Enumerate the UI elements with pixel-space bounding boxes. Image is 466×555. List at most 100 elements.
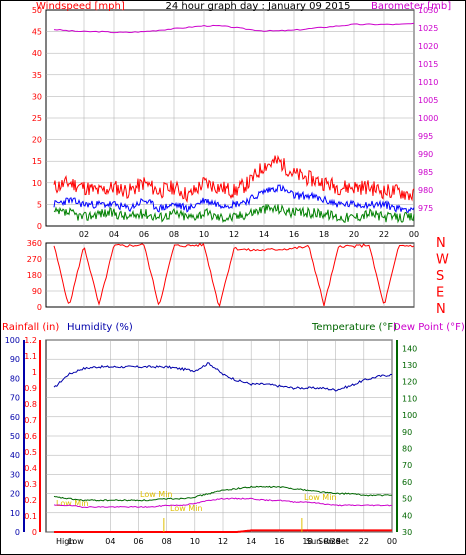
rain-tick-label: 0.8: [24, 400, 37, 409]
rain-tick-label: 0: [32, 528, 37, 537]
direction-tick-label: 360: [27, 239, 42, 248]
y-right-tick-label: 1015: [418, 60, 438, 69]
left-axis-label: Rainfall (in): [2, 322, 59, 333]
y-right-tick-label: 1020: [418, 42, 438, 51]
min-max-label: Low Min: [56, 499, 89, 508]
humidity-tick-label: 100: [5, 336, 20, 345]
right-axis-label: Dew Point (°F): [393, 322, 465, 333]
x-tick-label: 20: [331, 537, 341, 546]
y-left-tick-label: 15: [32, 157, 42, 166]
humidity-tick-label: 70: [10, 394, 20, 403]
y-right-tick-label: 1030: [418, 6, 438, 15]
series-line: [53, 203, 415, 224]
x-tick-label: 12: [229, 230, 239, 239]
min-max-label: Low Min: [170, 504, 203, 513]
y-right-tick-label: 975: [418, 204, 433, 213]
direction-tick-label: 90: [32, 287, 42, 296]
y-right-tick-label: 985: [418, 168, 433, 177]
min-max-label: Low Min: [304, 493, 337, 502]
humidity-tick-label: 10: [10, 509, 20, 518]
temperature-tick-label: 40: [402, 511, 412, 520]
humidity-tick-label: 0: [15, 528, 20, 537]
x-tick-label: 22: [359, 537, 369, 546]
left-axis-label: Windspeed [mph]: [36, 1, 125, 12]
direction-tick-label: 0: [37, 303, 42, 312]
chart-title: 24 hour graph day : January 09 2015: [166, 1, 351, 12]
y-right-tick-label: 990: [418, 150, 433, 159]
x-tick-label: 04: [109, 230, 119, 239]
y-left-tick-label: 5: [37, 200, 42, 209]
direction-tick-label: 270: [27, 255, 42, 264]
rain-tick-label: 0.4: [24, 464, 37, 473]
y-right-tick-label: 980: [418, 186, 433, 195]
y-left-tick-label: 40: [32, 49, 42, 58]
rain-tick-label: 0.7: [24, 416, 37, 425]
y-left-tick-label: 0: [37, 222, 42, 231]
x-tick-label: 06: [139, 230, 149, 239]
x-tick-label: 22: [379, 230, 389, 239]
compass-label: S: [436, 269, 444, 284]
rain-tick-label: 1.1: [24, 352, 37, 361]
right-axis-label: Temperature (°F): [311, 322, 397, 333]
x-tick-label: 10: [190, 537, 200, 546]
rain-tick-label: 1: [32, 368, 37, 377]
humidity-tick-label: 90: [10, 355, 20, 364]
humidity-tick-label: 50: [10, 432, 20, 441]
rain-tick-label: 0.3: [24, 480, 37, 489]
x-tick-label: 10: [199, 230, 209, 239]
right-axis-label: Barometer [mb]: [371, 1, 451, 12]
y-right-tick-label: 1010: [418, 78, 438, 87]
sunrise-sunset-label: Sun Set: [318, 537, 349, 546]
y-left-tick-label: 30: [32, 92, 42, 101]
temperature-tick-label: 30: [402, 528, 412, 537]
temperature-tick-label: 120: [402, 378, 417, 387]
left-axis-label: Humidity (%): [67, 322, 133, 333]
humidity-temp-panel: 010203040506070809010000.10.20.30.40.50.…: [2, 322, 465, 546]
y-left-tick-label: 35: [32, 71, 42, 80]
temperature-tick-label: 50: [402, 495, 412, 504]
series-line: [53, 184, 415, 214]
compass-label: E: [436, 286, 444, 301]
series-line: [53, 22, 415, 34]
rain-tick-label: 0.9: [24, 384, 37, 393]
x-tick-label: 16: [289, 230, 299, 239]
y-left-tick-label: 45: [32, 28, 42, 37]
compass-label: N: [436, 302, 446, 317]
temperature-tick-label: 70: [402, 461, 412, 470]
temperature-tick-label: 80: [402, 445, 412, 454]
x-tick-label: 18: [302, 537, 312, 546]
x-tick-label: 16: [274, 537, 284, 546]
rain-tick-label: 0.2: [24, 496, 37, 505]
humidity-tick-label: 40: [10, 451, 20, 460]
x-tick-label: 06: [133, 537, 143, 546]
x-start-label: High: [56, 537, 74, 546]
x-tick-label: 08: [169, 230, 179, 239]
rain-tick-label: 0.1: [24, 512, 37, 521]
x-start-label: Low: [68, 537, 84, 546]
temperature-tick-label: 130: [402, 361, 417, 370]
y-right-tick-label: 1025: [418, 24, 438, 33]
x-tick-label: 04: [105, 537, 115, 546]
rain-tick-label: 0.6: [24, 432, 37, 441]
humidity-tick-label: 30: [10, 470, 20, 479]
series-line: [53, 485, 393, 502]
y-left-tick-label: 50: [32, 6, 42, 15]
compass-label: W: [436, 253, 449, 268]
rain-tick-label: 1.2: [24, 336, 37, 345]
direction-tick-label: 180: [27, 271, 42, 280]
y-left-tick-label: 20: [32, 136, 42, 145]
x-tick-label: 20: [349, 230, 359, 239]
series-line: [53, 362, 393, 392]
temperature-tick-label: 110: [402, 394, 417, 403]
y-left-tick-label: 25: [32, 114, 42, 123]
x-tick-label: 14: [259, 230, 269, 239]
x-tick-label: 08: [162, 537, 172, 546]
y-right-tick-label: 1005: [418, 96, 438, 105]
series-line: [53, 497, 392, 509]
min-max-label: Low Min: [140, 490, 173, 499]
x-tick-label: 14: [246, 537, 256, 546]
direction-line: [53, 242, 415, 308]
y-right-tick-label: 1000: [418, 114, 438, 123]
